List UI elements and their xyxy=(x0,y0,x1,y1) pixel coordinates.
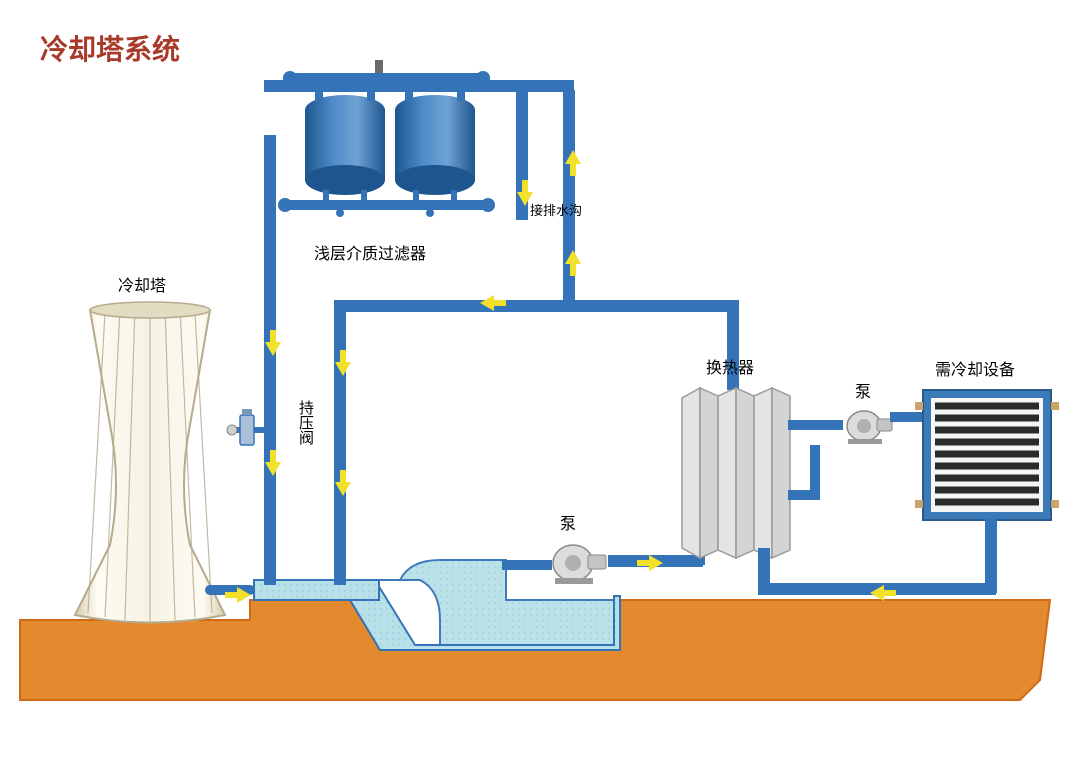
flow-arrow xyxy=(565,150,581,176)
flow-arrow xyxy=(517,180,533,206)
flow-arrow xyxy=(480,295,506,311)
pipe-rad-dn xyxy=(985,518,997,593)
pump2-label: 泵 xyxy=(855,378,871,402)
flow-arrow xyxy=(265,450,281,476)
pressure-valve-label: 持压阀 xyxy=(295,400,316,445)
pipe-hx-out-rt xyxy=(788,420,798,430)
filter-label: 浅层介质过滤器 xyxy=(314,240,426,264)
drain-label: 接排水沟 xyxy=(530,200,582,219)
flow-arrow xyxy=(225,587,251,603)
heat-exchanger xyxy=(672,378,802,568)
cooling-tower-label: 冷却塔 xyxy=(118,272,166,296)
pipe-horiz-return xyxy=(334,300,739,312)
flow-arrow xyxy=(335,350,351,376)
pipe-vert-return xyxy=(334,300,346,585)
pipe-hx-p2-up xyxy=(810,445,820,495)
pipe-rad-ret-v xyxy=(758,548,770,593)
cooling-tower xyxy=(50,295,250,635)
pump1-icon xyxy=(543,533,613,588)
pressure-valve-icon xyxy=(222,405,272,455)
flow-arrow xyxy=(870,585,896,601)
flow-arrow xyxy=(565,250,581,276)
flow-arrow xyxy=(335,470,351,496)
pump1-label: 泵 xyxy=(560,510,576,534)
filter-unit xyxy=(275,55,515,235)
heat-exchanger-label: 换热器 xyxy=(706,354,754,378)
pipe-hx-p2-low xyxy=(788,490,820,500)
flow-arrow xyxy=(637,555,663,571)
pump2-icon xyxy=(838,400,898,448)
cooling-equipment-label: 需冷却设备 xyxy=(935,356,1015,380)
flow-arrow xyxy=(265,330,281,356)
